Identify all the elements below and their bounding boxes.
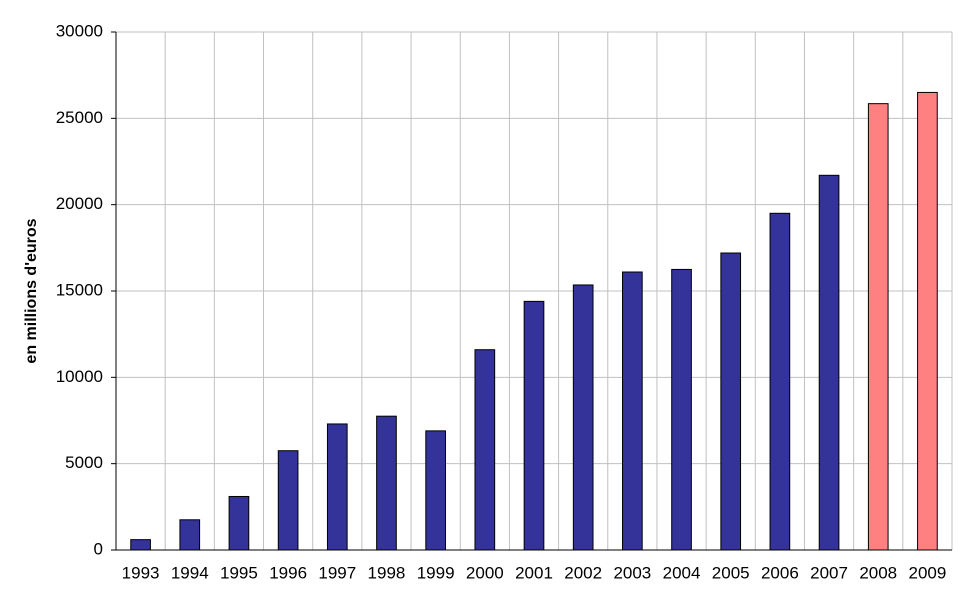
x-tick-label: 2002 (564, 563, 602, 582)
bar (130, 539, 151, 551)
bar (376, 415, 397, 551)
bar (671, 268, 692, 551)
x-tick-label: 1996 (269, 563, 307, 582)
y-tick-label: 0 (94, 539, 103, 558)
y-tick-label: 15000 (56, 280, 103, 299)
x-tick-label: 2003 (613, 563, 651, 582)
bar (474, 349, 496, 551)
x-tick-label: 2004 (663, 563, 701, 582)
y-tick-label: 20000 (56, 194, 103, 213)
bar (228, 495, 250, 551)
bar (572, 284, 594, 551)
bar (867, 103, 889, 551)
bar (917, 91, 938, 551)
x-tick-label: 1993 (122, 563, 160, 582)
x-tick-label: 1998 (368, 563, 406, 582)
x-tick-label: 1994 (171, 563, 209, 582)
x-tick-label: 2000 (466, 563, 504, 582)
bar (179, 519, 201, 551)
x-tick-label: 2007 (810, 563, 848, 582)
y-axis-label: en millions d'euros (23, 218, 40, 363)
x-tick-label: 1999 (417, 563, 455, 582)
bar (425, 430, 446, 551)
x-tick-label: 2009 (908, 563, 946, 582)
y-tick-label: 30000 (56, 21, 103, 40)
x-tick-label: 2006 (761, 563, 799, 582)
bar (326, 423, 348, 551)
x-tick-label: 1997 (318, 563, 356, 582)
bar (277, 450, 299, 551)
x-tick-label: 2001 (515, 563, 553, 582)
x-tick-label: 2005 (712, 563, 750, 582)
y-tick-label: 10000 (56, 367, 103, 386)
bar (720, 252, 742, 551)
x-tick-label: 1995 (220, 563, 258, 582)
y-tick-label: 5000 (65, 453, 103, 472)
bar (769, 212, 791, 551)
bar (622, 271, 643, 551)
y-tick-label: 25000 (56, 108, 103, 127)
bar (523, 300, 545, 551)
x-tick-label: 2008 (859, 563, 897, 582)
bar (818, 174, 840, 551)
